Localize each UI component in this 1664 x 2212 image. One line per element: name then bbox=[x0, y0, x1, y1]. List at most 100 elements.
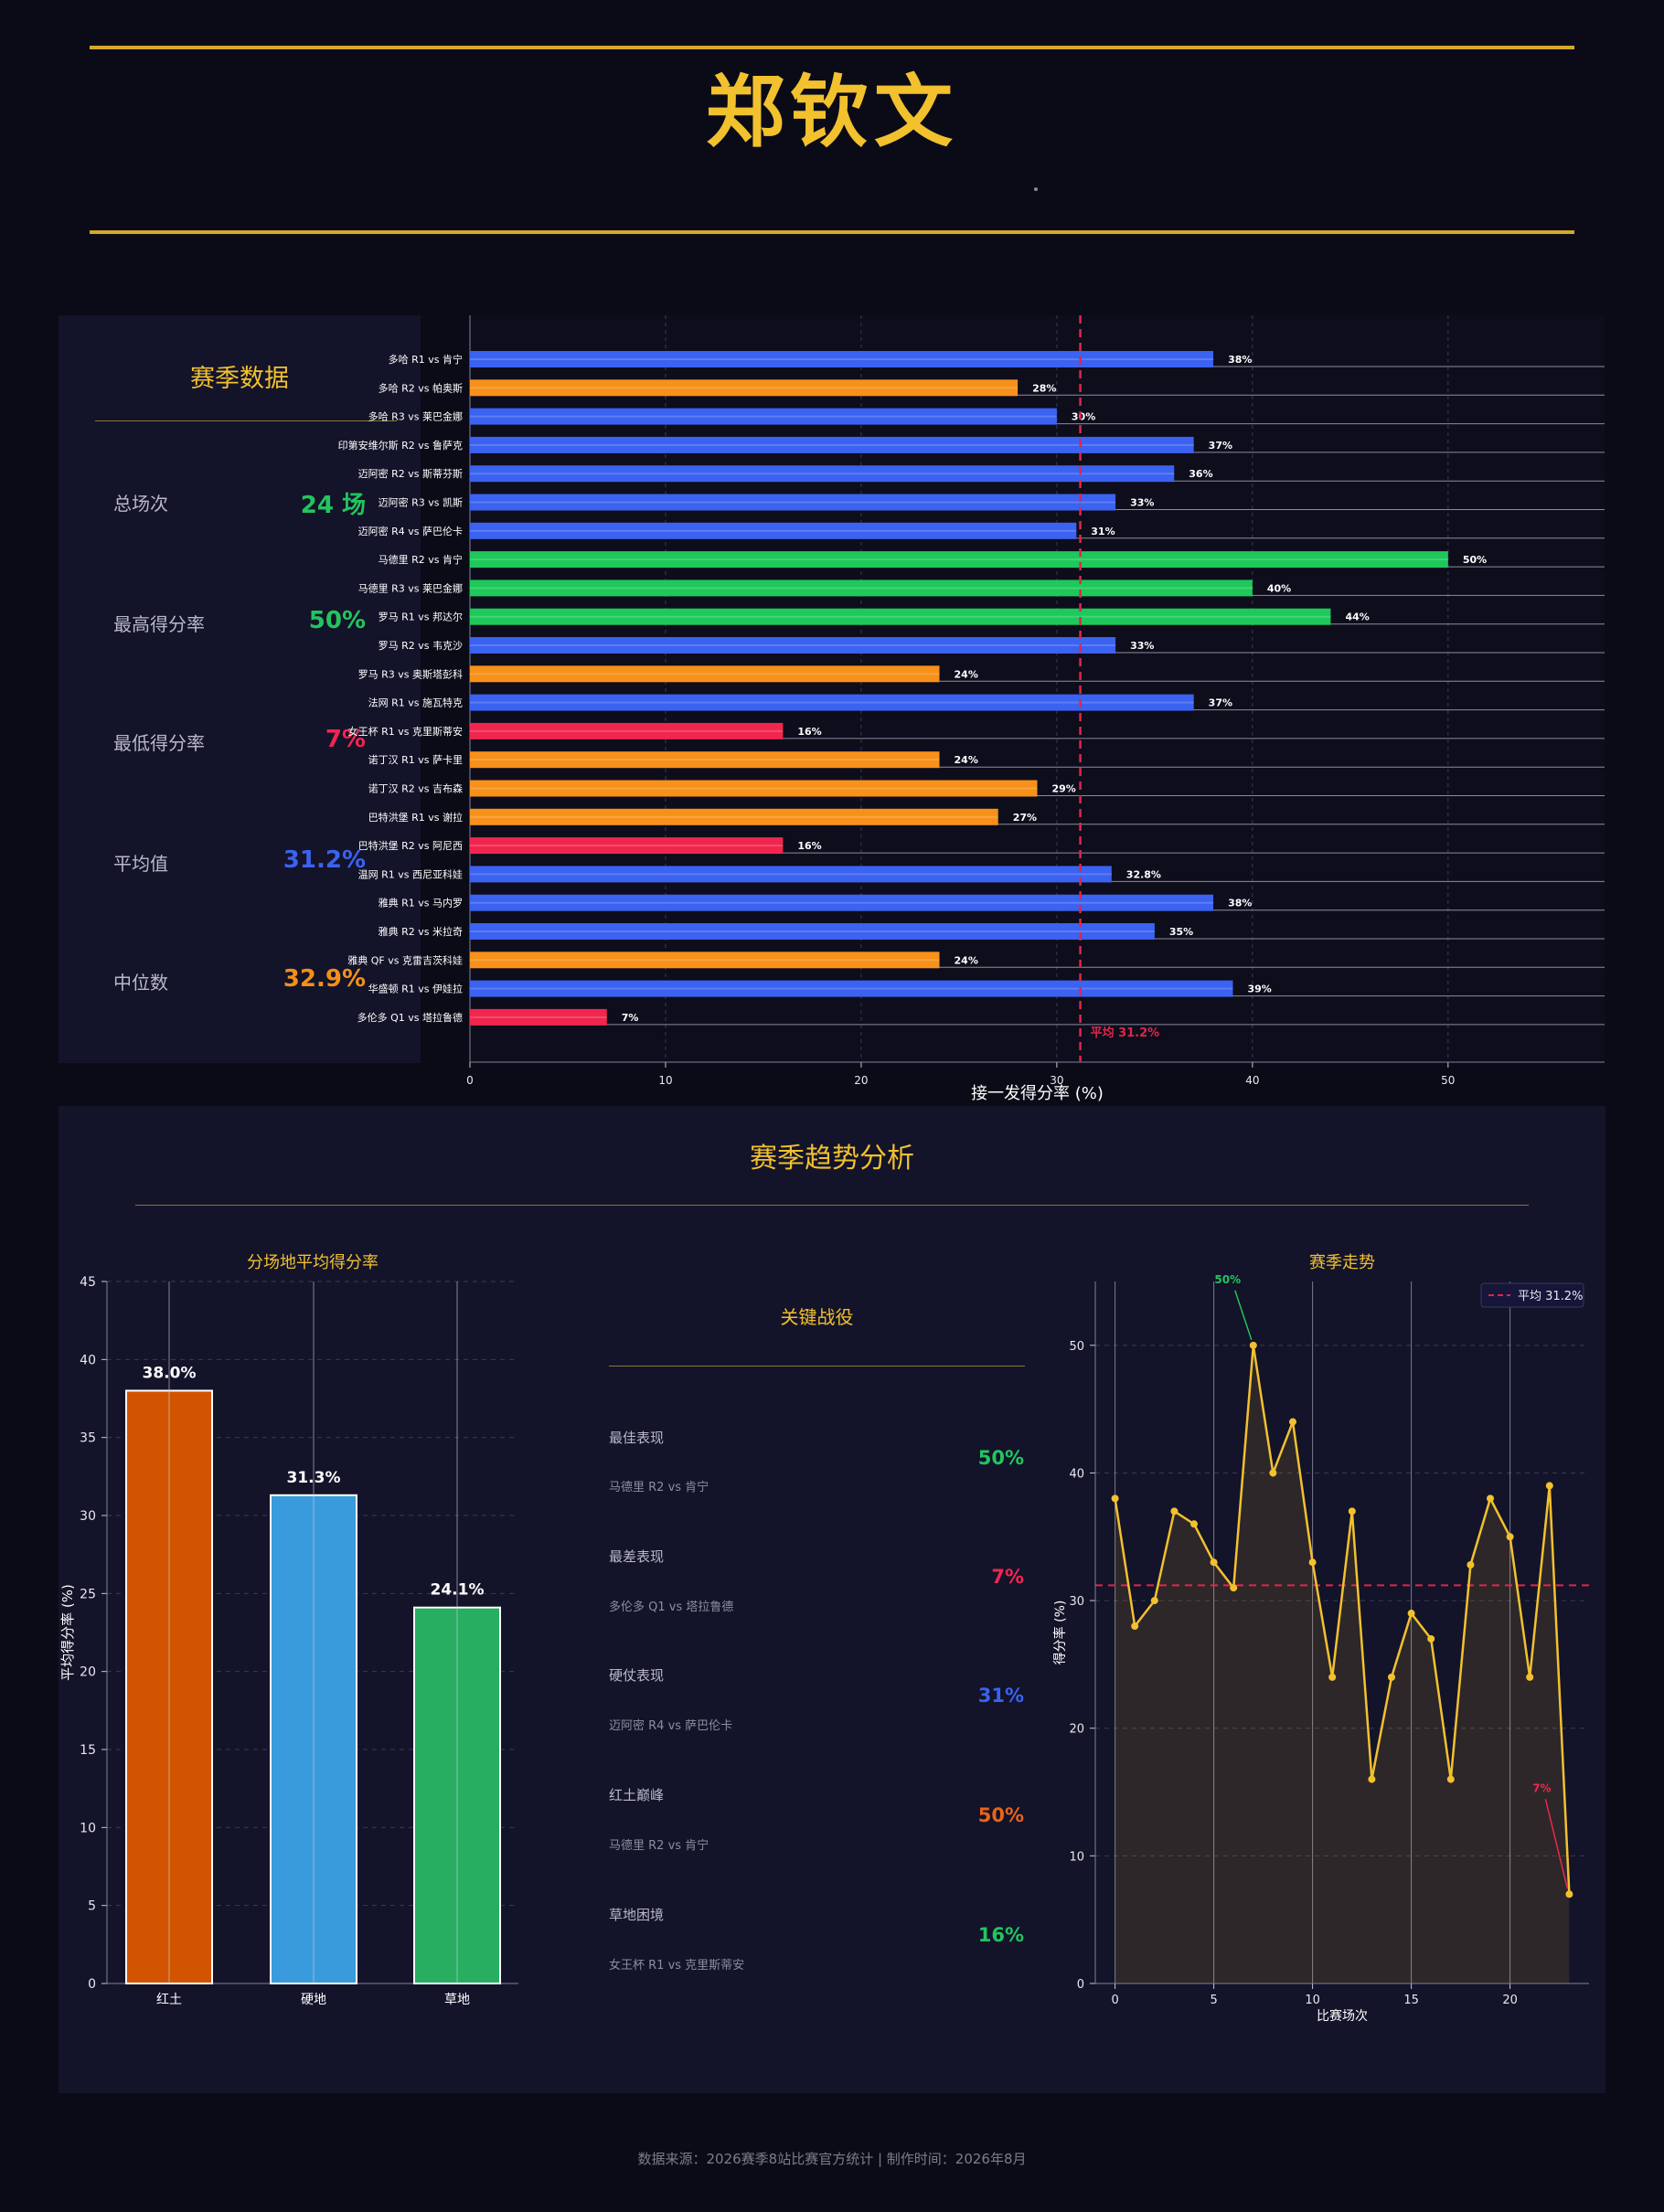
trend-divider bbox=[135, 1205, 1529, 1206]
key-battle-value: 31% bbox=[977, 1685, 1024, 1707]
bar-highlight bbox=[470, 587, 1253, 590]
season-trend-line-chart: 赛季走势 0 10 20 30 40 50 0 5 10 15 20 50% 7% 平均 31.2% 比赛场次… bbox=[1052, 1253, 1589, 2024]
y-tick-label: 20 bbox=[80, 1665, 96, 1680]
data-point bbox=[1487, 1494, 1494, 1503]
key-battle-category: 硬仗表现 bbox=[609, 1667, 665, 1684]
annotation-arrow bbox=[1544, 1799, 1569, 1889]
key-battle-match: 多伦多 Q1 vs 塔拉鲁德 bbox=[609, 1601, 734, 1614]
footer-source: 数据来源：2026赛季8站比赛官方统计 | 制作时间：2026年8月 bbox=[637, 2151, 1027, 2167]
bar-value-label: 32.8% bbox=[1126, 868, 1161, 880]
bar-highlight bbox=[470, 387, 1019, 389]
data-point bbox=[1506, 1533, 1514, 1541]
key-battle-value: 50% bbox=[977, 1804, 1024, 1826]
y-tick-label: 35 bbox=[80, 1431, 96, 1446]
bar-highlight bbox=[470, 815, 998, 818]
key-battle-category: 草地困境 bbox=[609, 1907, 665, 1923]
key-battle-category: 最差表现 bbox=[609, 1548, 665, 1565]
stats-divider bbox=[95, 420, 397, 421]
y-tick-label: 25 bbox=[80, 1587, 96, 1601]
x-tick-label: 0 bbox=[1111, 1994, 1118, 2007]
bar bbox=[470, 522, 1077, 539]
data-point bbox=[1467, 1560, 1475, 1569]
bar-value-label: 7% bbox=[622, 1012, 639, 1024]
bar-value-label: 36% bbox=[1189, 468, 1212, 480]
bar-highlight bbox=[470, 845, 784, 847]
x-tick-label: 0 bbox=[466, 1074, 474, 1087]
stat-label-max: 最高得分率 bbox=[113, 613, 205, 635]
bar-highlight bbox=[470, 901, 1214, 904]
bar bbox=[470, 494, 1116, 511]
x-tick-label: 5 bbox=[1210, 1994, 1217, 2007]
bar-highlight bbox=[470, 673, 940, 675]
bar bbox=[470, 1008, 607, 1026]
bar bbox=[470, 694, 1194, 711]
y-category-label: 雅典 R2 vs 米拉奇 bbox=[379, 925, 463, 938]
data-point bbox=[1368, 1775, 1376, 1783]
y-category-label: 雅典 QF vs 克雷吉茨科娃 bbox=[347, 953, 463, 966]
bar-value-label: 24% bbox=[955, 954, 978, 966]
x-tick-label: 草地 bbox=[444, 1993, 470, 2007]
plot-area bbox=[470, 315, 1605, 1062]
bar bbox=[470, 808, 998, 825]
y-tick-label: 45 bbox=[80, 1275, 96, 1290]
x-tick-label: 10 bbox=[1305, 1994, 1320, 2007]
y-tick-label: 20 bbox=[1069, 1723, 1084, 1737]
key-battle-match: 马德里 R2 vs 肯宁 bbox=[609, 1839, 709, 1853]
data-point bbox=[1131, 1622, 1139, 1631]
y-category-label: 马德里 R3 vs 莱巴金娜 bbox=[358, 581, 463, 594]
y-category-label: 多哈 R3 vs 莱巴金娜 bbox=[368, 410, 463, 423]
x-axis-title: 比赛场次 bbox=[1317, 2009, 1368, 2024]
stat-value-avg: 31.2% bbox=[283, 846, 366, 874]
y-category-label: 雅典 R1 vs 马内罗 bbox=[379, 897, 463, 909]
average-label: 平均 31.2% bbox=[1091, 1026, 1160, 1040]
y-category-label: 巴特洪堡 R2 vs 阿尼西 bbox=[358, 839, 463, 852]
y-tick-label: 0 bbox=[1077, 1978, 1084, 1992]
y-tick-label: 15 bbox=[80, 1743, 96, 1758]
bar-value-label: 28% bbox=[1032, 382, 1056, 394]
bar-value-label: 39% bbox=[1247, 984, 1271, 995]
bar-value-label: 33% bbox=[1130, 640, 1154, 652]
bar bbox=[470, 780, 1038, 797]
data-point bbox=[1388, 1673, 1395, 1681]
x-tick-label: 硬地 bbox=[301, 1993, 326, 2007]
y-tick-label: 10 bbox=[1069, 1850, 1084, 1864]
data-point bbox=[1308, 1558, 1317, 1567]
y-category-label: 诺丁汉 R2 vs 吉布森 bbox=[368, 782, 463, 795]
x-axis-title: 接一发得分率 (%) bbox=[971, 1084, 1104, 1103]
bar-highlight bbox=[470, 358, 1214, 360]
y-category-label: 罗马 R2 vs 韦克沙 bbox=[379, 640, 463, 652]
bar-value-label: 38.0% bbox=[143, 1364, 197, 1382]
data-point bbox=[1150, 1597, 1158, 1605]
trend-line bbox=[1114, 1345, 1571, 1895]
bar-value-label: 33% bbox=[1130, 497, 1154, 509]
bar bbox=[470, 866, 1112, 883]
bar-value-label: 16% bbox=[797, 840, 821, 852]
chart-title: 赛季走势 bbox=[1309, 1253, 1375, 1272]
y-category-label: 女王杯 R1 vs 克里斯蒂安 bbox=[348, 725, 463, 738]
y-category-label: 华盛顿 R1 vs 伊娃拉 bbox=[368, 983, 463, 995]
trend-area bbox=[1115, 1345, 1570, 1983]
stat-label-avg: 平均值 bbox=[113, 853, 168, 875]
y-tick-label: 40 bbox=[1069, 1467, 1084, 1481]
data-point bbox=[1111, 1494, 1119, 1503]
page-title: 郑钦文 bbox=[706, 67, 958, 158]
bar-highlight bbox=[470, 529, 1077, 532]
data-point bbox=[1328, 1673, 1337, 1681]
bar bbox=[470, 408, 1057, 425]
bar-value-label: 35% bbox=[1169, 926, 1193, 938]
bar-highlight bbox=[470, 729, 784, 732]
x-tick-label: 红土 bbox=[156, 1993, 182, 2007]
bar-value-label: 16% bbox=[797, 726, 821, 738]
bar-value-label: 50% bbox=[1463, 554, 1487, 566]
y-category-label: 诺丁汉 R1 vs 萨卡里 bbox=[368, 754, 463, 766]
legend-box bbox=[1480, 1282, 1584, 1308]
data-point bbox=[1407, 1610, 1415, 1618]
bar-value-label: 40% bbox=[1267, 582, 1291, 594]
y-category-label: 迈阿密 R2 vs 斯蒂芬斯 bbox=[358, 467, 463, 480]
bar-highlight bbox=[470, 443, 1194, 446]
y-tick-label: 40 bbox=[80, 1353, 96, 1367]
bar bbox=[470, 436, 1194, 453]
bar-value-label: 31% bbox=[1091, 526, 1115, 537]
stat-label-total: 总场次 bbox=[113, 493, 168, 515]
bar bbox=[470, 379, 1019, 397]
